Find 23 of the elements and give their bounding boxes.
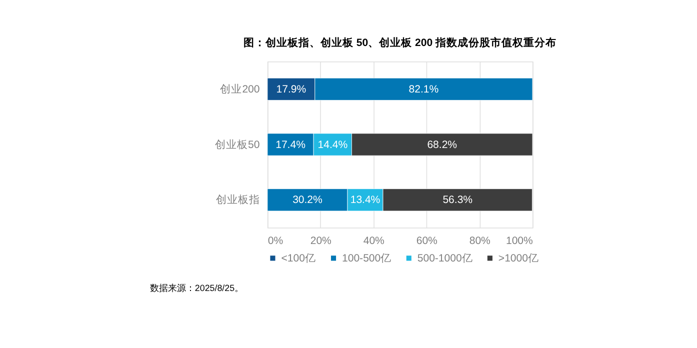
x-tick-label: 100% [506,235,533,248]
legend-label: <100亿 [281,252,316,264]
y-tick-label: 创业200 [220,82,260,96]
text: 30.2% [292,194,322,206]
text: 56.3% [442,194,473,206]
text: 17.4% [276,138,306,151]
text: 68.2% [427,138,458,151]
x-tick-label: 40% [363,235,384,248]
text: 82.1% [408,83,439,96]
y-tick-label: 创业板50 [215,138,260,151]
x-tick-label: 60% [416,235,438,248]
x-tick-label: 80% [469,235,490,248]
source-note: 数据来源：2025/8/25。 [150,282,244,293]
text: 14.4% [318,138,348,151]
legend-label: >1000亿 [498,252,539,264]
x-tick-label: 0% [268,235,284,248]
legend-label: 500-1000亿 [417,252,473,264]
x-tick-label: 20% [310,235,332,248]
text: 13.4% [350,194,380,206]
legend-label: 100-500亿 [342,252,392,264]
y-tick-label: 创业板指 [216,193,260,206]
chart-title: 图：创业板指、创业板 50、创业板 200 指数成份股市值权重分布 [243,36,556,50]
text: 17.9% [276,83,306,96]
